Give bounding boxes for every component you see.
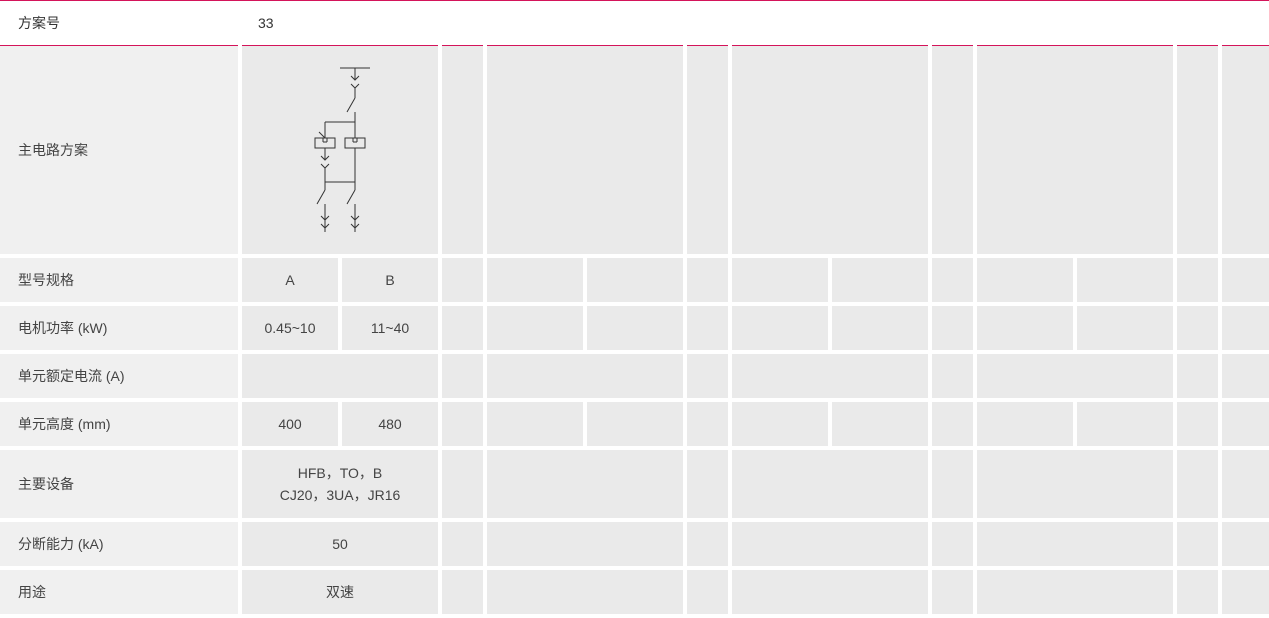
cell-value: 480 [340,400,440,448]
row-label: 用途 [0,568,240,616]
row-breaking-capacity: 分断能力 (kA) 50 [0,520,1269,568]
row-label: 分断能力 (kA) [0,520,240,568]
row-circuit-scheme: 主电路方案 [0,46,1269,256]
row-label: 单元高度 (mm) [0,400,240,448]
spec-table: 方案号 33 主电路方案 [0,0,1269,618]
header-label: 方案号 [0,1,240,46]
row-label: 电机功率 (kW) [0,304,240,352]
row-application: 用途 双速 [0,568,1269,616]
cell-value: B [340,256,440,304]
row-label: 单元额定电流 (A) [0,352,240,400]
row-main-equipment: 主要设备 HFB，TO，B CJ20，3UA，JR16 [0,448,1269,521]
row-label: 型号规格 [0,256,240,304]
row-rated-current: 单元额定电流 (A) [0,352,1269,400]
cell-value: 11~40 [340,304,440,352]
row-unit-height: 单元高度 (mm) 400 480 [0,400,1269,448]
header-row: 方案号 33 [0,1,1269,46]
row-motor-power: 电机功率 (kW) 0.45~10 11~40 [0,304,1269,352]
cell-value: A [240,256,340,304]
row-label: 主电路方案 [0,46,240,256]
cell-value [240,352,440,400]
circuit-diagram [240,46,440,256]
row-model-spec: 型号规格 A B [0,256,1269,304]
cell-value: 双速 [240,568,440,616]
cell-value: HFB，TO，B CJ20，3UA，JR16 [240,448,440,521]
cell-value: 50 [240,520,440,568]
cell-value: 400 [240,400,340,448]
cell-value: 0.45~10 [240,304,340,352]
header-value: 33 [240,1,440,46]
row-label: 主要设备 [0,448,240,521]
single-line-diagram-icon [285,60,395,240]
